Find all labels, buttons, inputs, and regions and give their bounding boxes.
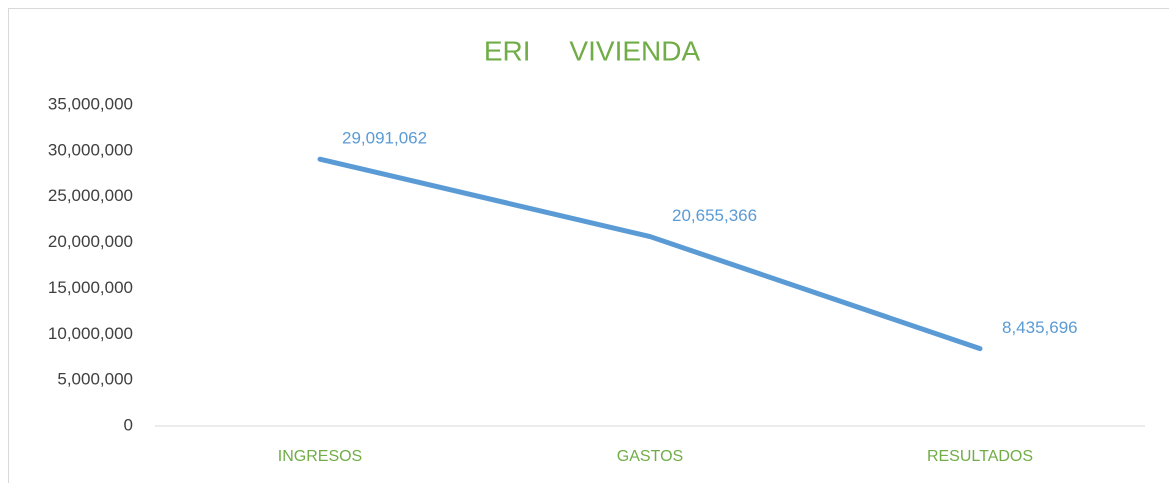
x-tick-label: RESULTADOS xyxy=(927,448,1033,465)
y-tick-label: 25,000,000 xyxy=(48,186,133,205)
data-label: 29,091,062 xyxy=(342,129,427,148)
data-label: 8,435,696 xyxy=(1002,318,1078,337)
chart-border xyxy=(8,8,1169,483)
y-tick-label: 0 xyxy=(124,415,133,434)
y-tick-label: 10,000,000 xyxy=(48,324,133,343)
x-tick-label: INGRESOS xyxy=(278,448,362,465)
data-label: 20,655,366 xyxy=(672,206,757,225)
line-series xyxy=(317,156,983,352)
chart-title: ERI VIVIENDA xyxy=(484,35,701,66)
y-tick-label: 15,000,000 xyxy=(48,278,133,297)
y-tick-label: 30,000,000 xyxy=(48,140,133,159)
y-tick-label: 5,000,000 xyxy=(57,370,133,389)
x-tick-label: GASTOS xyxy=(617,448,683,465)
y-tick-label: 35,000,000 xyxy=(48,94,133,113)
y-tick-label: 20,000,000 xyxy=(48,232,133,251)
